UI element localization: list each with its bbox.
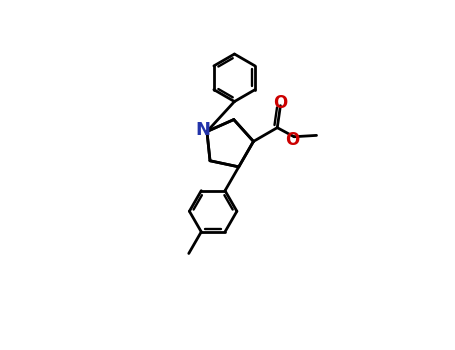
Text: N: N <box>195 121 210 139</box>
Text: O: O <box>273 94 288 112</box>
Text: O: O <box>285 131 299 148</box>
